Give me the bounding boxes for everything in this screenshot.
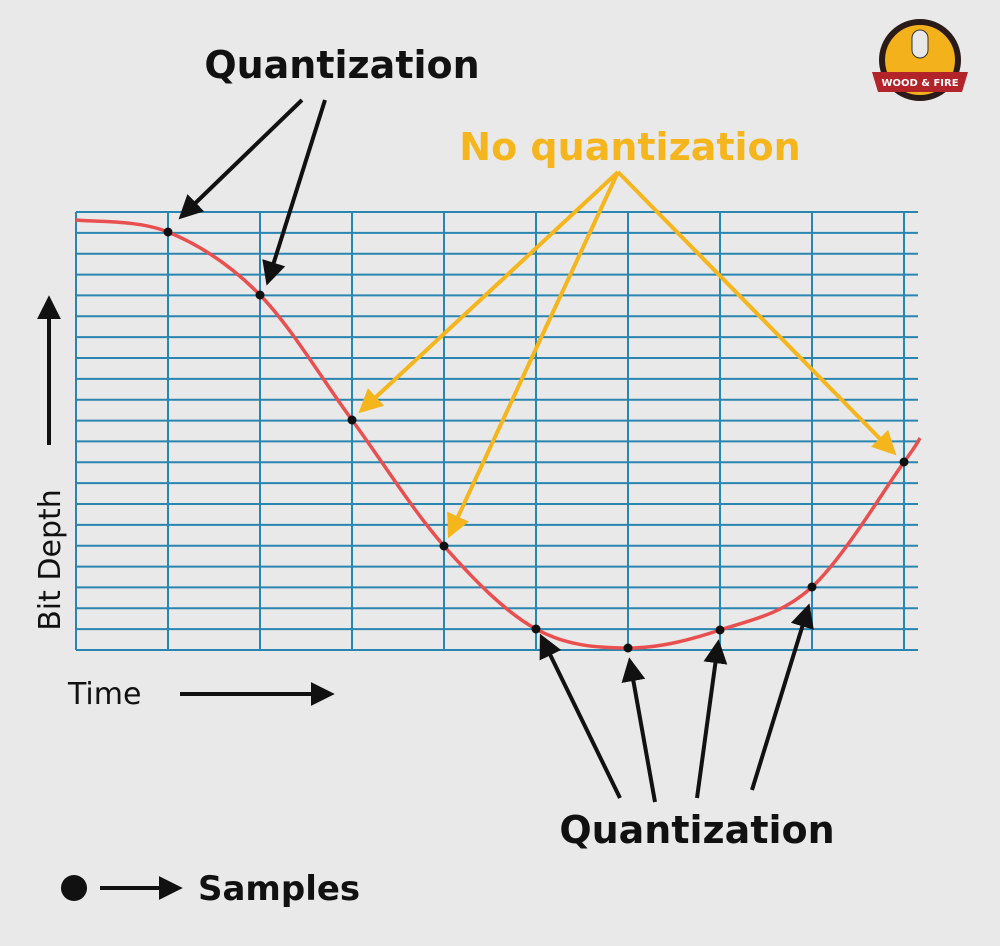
sample-dot xyxy=(163,227,173,237)
logo: WOOD & FIRE xyxy=(872,19,968,101)
signal-curve xyxy=(75,218,922,650)
logo-text: WOOD & FIRE xyxy=(881,78,958,89)
sample-dot xyxy=(715,625,725,635)
x-axis-label: Time xyxy=(67,677,141,712)
sample-dot xyxy=(807,582,817,592)
quantization-arrows xyxy=(178,98,814,803)
samples xyxy=(163,227,909,653)
sample-dot xyxy=(347,415,357,425)
sample-dot xyxy=(255,290,265,300)
sample-dot xyxy=(899,457,909,467)
sample-dot xyxy=(623,643,633,653)
legend-label: Samples xyxy=(198,869,360,909)
sample-dot xyxy=(439,541,449,551)
y-axis-label: Bit Depth xyxy=(33,489,68,631)
legend-dot xyxy=(61,875,87,901)
sample-dot xyxy=(531,624,541,634)
no-quantization-label: No quantization xyxy=(459,125,800,169)
no-quantization-arrows xyxy=(358,170,897,539)
top-quantization-label: Quantization xyxy=(204,43,479,87)
bottom-quantization-label: Quantization xyxy=(559,808,834,852)
